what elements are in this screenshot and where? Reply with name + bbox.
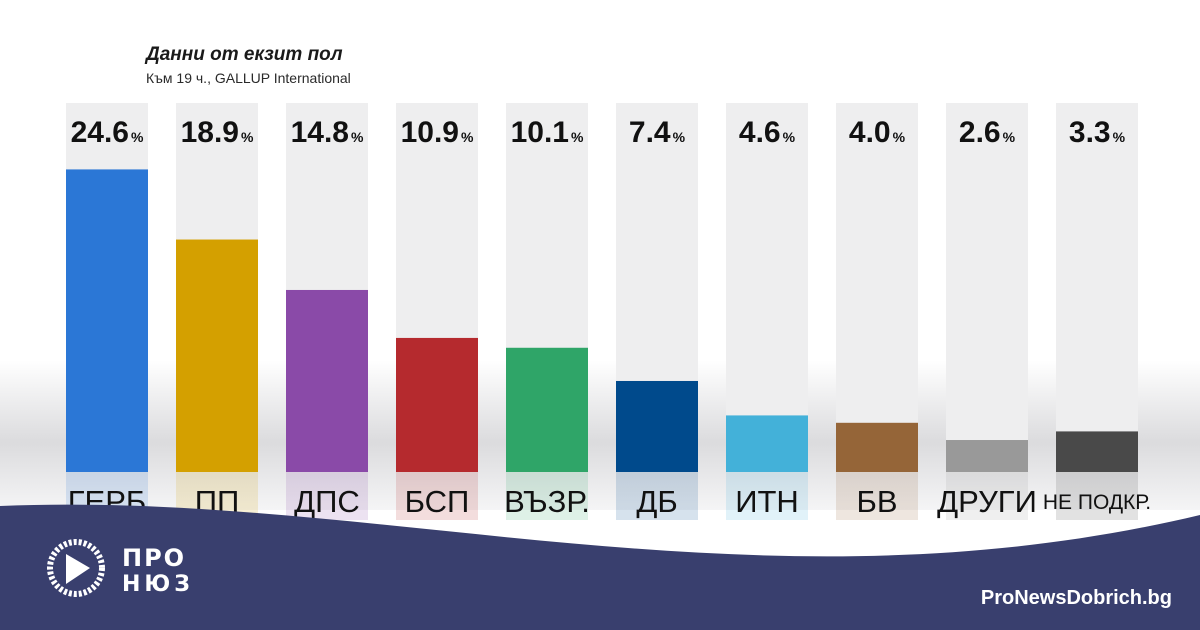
bar-track <box>726 103 808 472</box>
category-label-tile <box>946 472 1028 520</box>
category-label-tile <box>506 472 588 520</box>
category-label: НЕ ПОДКР. <box>1043 491 1151 514</box>
logo-text-top: ПРО <box>122 544 187 572</box>
chart-subtitle: Към 19 ч., GALLUP International <box>146 70 351 86</box>
category-label-tile <box>726 472 808 520</box>
percent-sign: % <box>1003 129 1016 145</box>
bar <box>66 169 148 473</box>
value-label: 18.9% <box>181 116 254 149</box>
percent-sign: % <box>461 129 474 145</box>
bar-track <box>1056 103 1138 472</box>
bar-track <box>946 103 1028 472</box>
percent-sign: % <box>893 129 906 145</box>
percent-sign: % <box>783 129 796 145</box>
site-url[interactable]: ProNewsDobrich.bg <box>980 587 1172 609</box>
percent-sign: % <box>351 129 364 145</box>
category-label: ДРУГИ <box>937 484 1037 519</box>
bar <box>726 415 808 472</box>
bar <box>1056 431 1138 472</box>
value-label: 10.9% <box>401 116 474 149</box>
pro-news-logo[interactable]: ПРО НЮЗ <box>44 530 224 610</box>
chart-title: Данни от екзит пол <box>146 44 343 65</box>
value-label: 3.3% <box>1069 116 1126 149</box>
category-label-tile <box>286 472 368 520</box>
bar-track <box>836 103 918 472</box>
category-label-tile <box>1056 472 1138 520</box>
category-label-tile <box>396 472 478 520</box>
bar <box>836 422 918 472</box>
percent-sign: % <box>131 129 144 145</box>
percent-sign: % <box>673 129 686 145</box>
bar <box>396 337 478 472</box>
category-label: БСП <box>405 484 470 519</box>
bar <box>946 440 1028 472</box>
category-label: БВ <box>856 484 897 519</box>
category-label: ДПС <box>294 484 360 519</box>
logo-text-bottom: НЮЗ <box>122 572 194 597</box>
category-label-tile <box>836 472 918 520</box>
bar <box>506 347 588 472</box>
percent-sign: % <box>1113 129 1126 145</box>
bar <box>616 380 698 472</box>
category-label-tile <box>616 472 698 520</box>
bar <box>286 289 368 472</box>
category-label: ИТН <box>735 484 799 519</box>
category-label: ДБ <box>636 484 677 519</box>
percent-sign: % <box>571 129 584 145</box>
percent-sign: % <box>241 129 254 145</box>
bar <box>176 239 258 472</box>
logo-mark-icon <box>47 539 105 597</box>
category-label: ВЪЗР. <box>504 484 590 519</box>
